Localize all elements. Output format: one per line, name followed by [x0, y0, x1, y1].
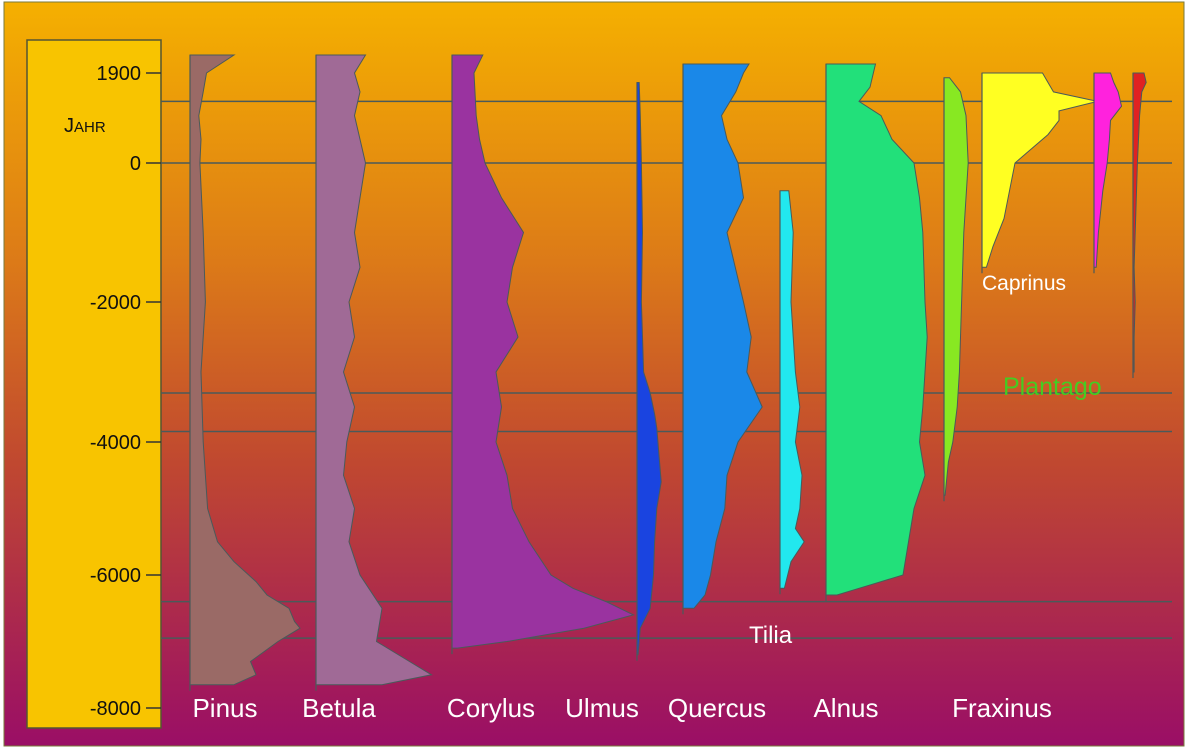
profile-quercus	[682, 63, 763, 609]
y-axis-label: JAHR	[64, 115, 106, 137]
year-axis-panel	[26, 39, 162, 729]
annotation-plantago: Plantago	[1003, 373, 1102, 401]
y-tick-label: -6000	[90, 565, 141, 587]
y-tick-label: -8000	[90, 698, 141, 720]
y-tick-label: -4000	[90, 432, 141, 454]
profile-betula	[315, 54, 433, 686]
year-axis: 1900 0 -2000 -4000 -6000 -8000	[90, 63, 161, 720]
profile-unlabeled-9	[1093, 72, 1123, 268]
y-tick-label: -2000	[90, 292, 141, 314]
y-tick-label: 0	[130, 153, 141, 175]
taxon-label-alnus: Alnus	[813, 693, 878, 723]
profile-fraxinus	[943, 77, 969, 496]
y-tick-label: 1900	[97, 63, 142, 85]
taxon-label-pinus: Pinus	[192, 693, 257, 723]
y-axis-label-first-letter: J	[64, 115, 74, 137]
profile-ulmus	[636, 82, 662, 656]
taxon-label-fraxinus: Fraxinus	[952, 693, 1052, 723]
annotations: Plantago Tilia	[749, 373, 1102, 649]
taxon-label-corylus: Corylus	[447, 693, 535, 723]
taxon-label-caprinus: Caprinus	[982, 272, 1066, 295]
profile-unlabeled-10	[1132, 72, 1147, 373]
pollen-profiles	[189, 54, 1147, 691]
taxon-label-betula: Betula	[302, 693, 376, 723]
y-axis-label-rest: AHR	[74, 119, 106, 136]
profile-caprinus	[981, 72, 1098, 268]
profile-alnus	[825, 63, 928, 596]
profile-pinus	[189, 54, 301, 686]
annotation-tilia: Tilia	[749, 622, 793, 649]
profile-corylus	[451, 54, 635, 649]
taxon-label-ulmus: Ulmus	[565, 693, 639, 723]
profile-tilia	[779, 190, 805, 589]
taxon-labels: Pinus Betula Corylus Ulmus Quercus Alnus Fraxi…	[192, 272, 1066, 723]
taxon-label-quercus: Quercus	[668, 693, 766, 723]
